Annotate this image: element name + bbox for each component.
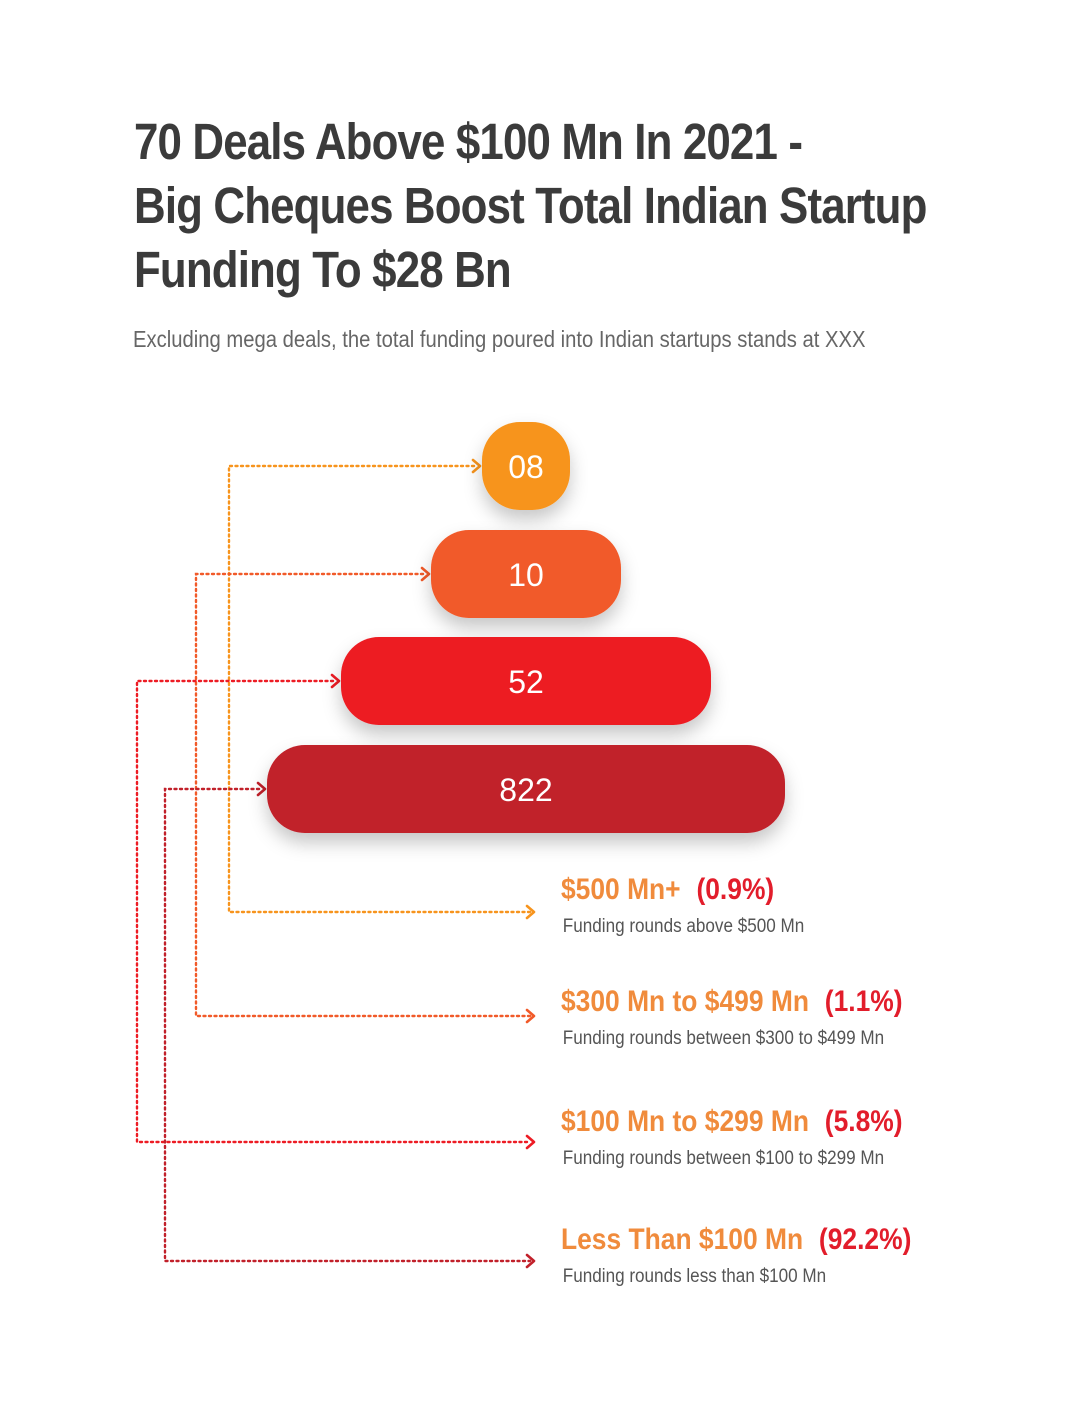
pyramid-bar-2: 10 (431, 530, 621, 618)
pyramid-bar-3: 52 (341, 637, 711, 725)
legend-range-label: $100 Mn to $299 Mn (561, 1105, 809, 1138)
legend-item-2: $300 Mn to $499 Mn (1.1%) Funding rounds b… (561, 984, 949, 1050)
legend-item-1: $500 Mn+ (0.9%) Funding rounds above $500 … (561, 872, 831, 938)
connector-line-3 (135, 679, 532, 1144)
legend-heading: $300 Mn to $499 Mn (1.1%) (561, 984, 903, 1020)
connector-line-1 (227, 464, 532, 914)
bar-value-label: 52 (508, 664, 544, 700)
connector-lines (135, 458, 536, 1269)
chart-subtitle: Excluding mega deals, the total funding … (133, 326, 866, 352)
title-line-3: Funding To $28 Bn (134, 241, 512, 298)
legend-heading: Less Than $100 Mn (92.2%) (561, 1222, 911, 1258)
connector-line-2 (194, 572, 532, 1018)
legend-description: Funding rounds between $300 to $499 Mn (562, 1028, 885, 1049)
bar-value-label: 822 (499, 772, 552, 808)
bar-value-label: 08 (508, 449, 544, 485)
legend-description: Funding rounds between $100 to $299 Mn (562, 1148, 885, 1169)
bar-shape (482, 422, 570, 510)
bar-shape (341, 637, 711, 725)
bar-arrow-icon (420, 566, 431, 582)
bar-arrow-icon (330, 673, 341, 689)
pyramid-bars: 08 10 52 822 (267, 422, 785, 833)
legend-heading: $100 Mn to $299 Mn (5.8%) (561, 1104, 903, 1140)
title-line-1: 70 Deals Above $100 Mn In 2021 - (134, 113, 803, 170)
bar-shape (431, 530, 621, 618)
bar-value-label: 10 (508, 557, 544, 593)
legend-description: Funding rounds less than $100 Mn (562, 1266, 827, 1287)
legend-arrow-icon (525, 1134, 536, 1150)
legend-arrow-icon (525, 1253, 536, 1269)
legend-percentage: (92.2%) (818, 1223, 912, 1256)
chart-title: 70 Deals Above $100 Mn In 2021 - Big Che… (134, 110, 927, 302)
legend-heading: $500 Mn+ (0.9%) (561, 872, 799, 908)
pyramid-bar-1: 08 (482, 422, 570, 510)
connector-line-4 (163, 787, 532, 1263)
legend-range-label: $300 Mn to $499 Mn (561, 985, 809, 1018)
legend-description: Funding rounds above $500 Mn (562, 916, 805, 937)
legend-percentage: (5.8%) (824, 1105, 903, 1138)
legend-item-4: Less Than $100 Mn (92.2%) Funding rounds l… (561, 1222, 959, 1288)
bar-shape (267, 745, 785, 833)
legend-arrow-icon (525, 904, 536, 920)
bar-arrow-icon (256, 781, 267, 797)
bar-arrow-icon (471, 458, 482, 474)
legend-arrow-icon (525, 1008, 536, 1024)
legend-item-3: $100 Mn to $299 Mn (5.8%) Funding rounds b… (561, 1104, 949, 1170)
legend-range-label: Less Than $100 Mn (561, 1223, 804, 1256)
legend-range-label: $500 Mn+ (561, 873, 681, 906)
title-line-2: Big Cheques Boost Total Indian Startup (134, 177, 927, 234)
legend-percentage: (0.9%) (696, 873, 775, 906)
pyramid-bar-4: 822 (267, 745, 785, 833)
legend-percentage: (1.1%) (824, 985, 903, 1018)
